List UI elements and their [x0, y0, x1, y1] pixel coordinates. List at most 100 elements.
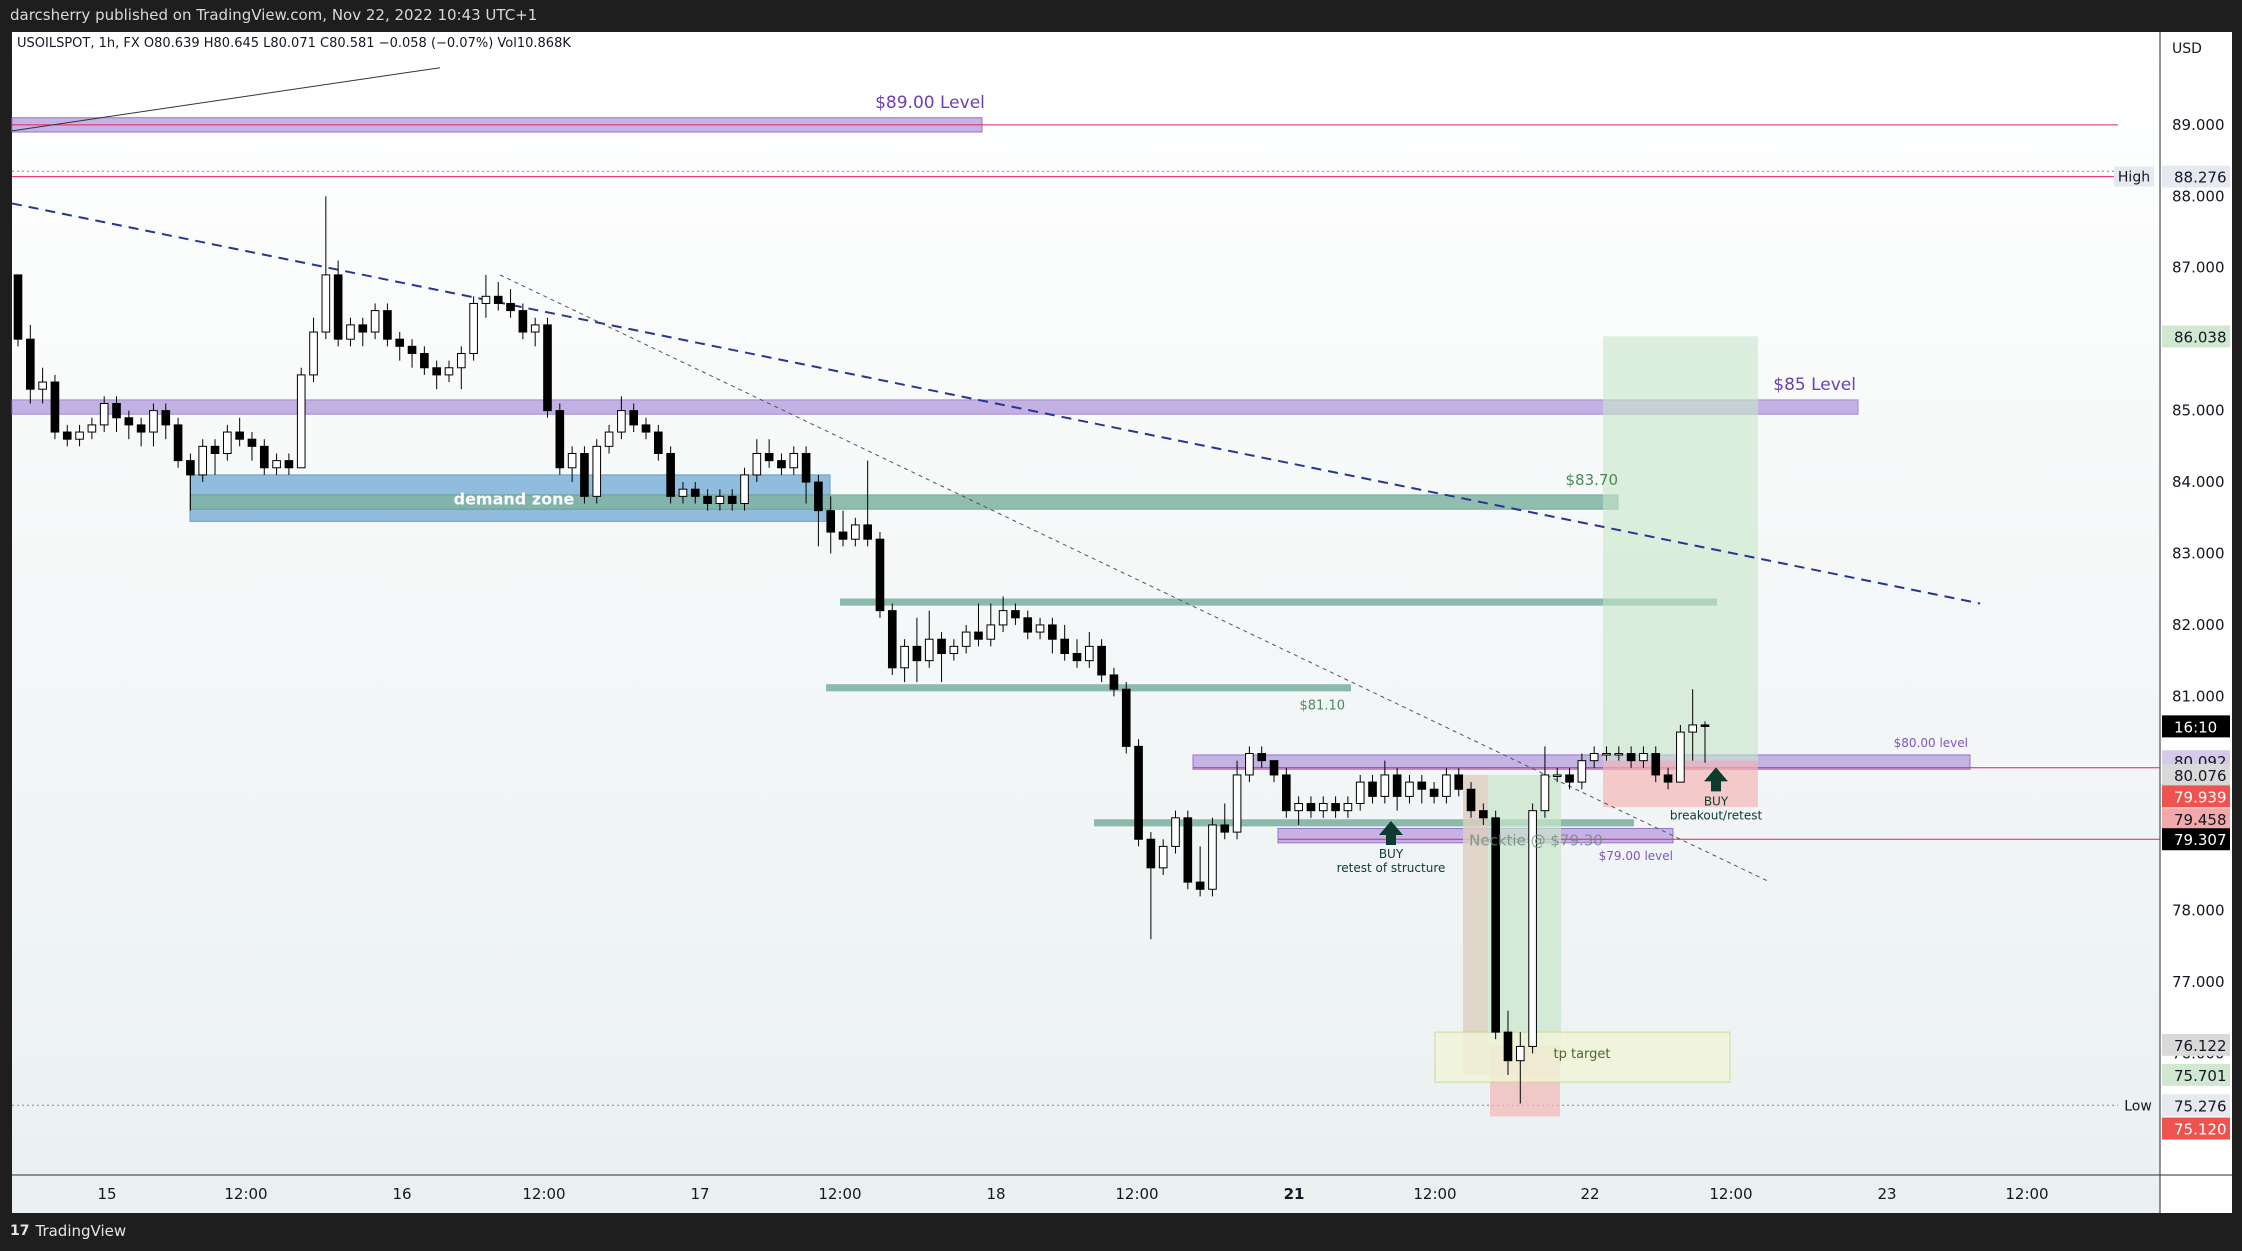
- candle-body: [629, 410, 639, 426]
- candle-body: [112, 402, 121, 419]
- candle-body: [1318, 803, 1328, 812]
- candle-body: [1245, 753, 1254, 776]
- candle-body: [1614, 753, 1624, 756]
- high-tag-bg: [2114, 166, 2154, 187]
- buy-arrow-icon-2: [1704, 767, 1728, 792]
- candle-body: [924, 638, 934, 662]
- level-8370-box: [189, 494, 1619, 510]
- x-tick-label: 18: [986, 1185, 1005, 1203]
- candle-body: [1491, 817, 1500, 1033]
- candle-body: [1306, 803, 1316, 812]
- buy-sub-label-1: retest of structure: [1337, 861, 1446, 875]
- x-tick-label: 12:00: [522, 1185, 565, 1203]
- y-tick-label: 77.000: [2172, 973, 2225, 991]
- candle-body: [1269, 760, 1279, 776]
- candle-body: [974, 631, 983, 640]
- candle-body: [309, 331, 318, 376]
- buy-arrow-icon-1: [1379, 820, 1403, 845]
- candle-body: [580, 452, 589, 497]
- candle-body: [1195, 881, 1205, 890]
- x-tick-label: 22: [1580, 1185, 1599, 1203]
- symbol-legend: USOILSPOT, 1h, FX O80.639 H80.645 L80.07…: [17, 36, 571, 51]
- candle-body: [1515, 1045, 1525, 1062]
- level-8110-line: [826, 684, 1351, 692]
- candle-body: [814, 481, 823, 512]
- candle-body: [961, 631, 971, 647]
- candle-body: [1331, 803, 1340, 812]
- candle-body: [1183, 817, 1193, 883]
- candle-body: [235, 431, 244, 440]
- candle-body: [838, 531, 848, 540]
- y-tick-label: 87.000: [2172, 259, 2225, 277]
- candle-body: [567, 452, 577, 469]
- candle-body: [1454, 774, 1464, 790]
- price-axis-background: [2160, 32, 2232, 1213]
- candle-body: [1134, 745, 1143, 840]
- candle-body: [62, 431, 72, 440]
- candle-body: [1232, 774, 1242, 833]
- candle-body: [272, 460, 281, 469]
- candle-body: [740, 474, 749, 504]
- buy-sub-label-2: breakout/retest: [1670, 808, 1763, 822]
- candle-body: [481, 295, 491, 304]
- candle-body: [198, 445, 208, 476]
- x-tick-label: 16: [392, 1185, 411, 1203]
- candle-body: [149, 410, 158, 433]
- y-tick-label: 88.000: [2172, 187, 2225, 205]
- candle-body: [358, 324, 368, 333]
- candle-body: [346, 324, 355, 340]
- candle-body: [136, 424, 146, 433]
- candle-body: [1294, 803, 1303, 812]
- level-85-box: [11, 399, 1859, 415]
- price-label: 86.038: [2174, 328, 2227, 346]
- candle-body: [1072, 653, 1082, 662]
- candle-body: [654, 431, 663, 454]
- candle-body: [1528, 810, 1537, 1047]
- y-tick-label: 83.000: [2172, 544, 2225, 562]
- candle-body: [1479, 810, 1488, 819]
- candle-body: [161, 410, 171, 426]
- candle-body: [370, 310, 380, 333]
- x-tick-label: 12:00: [2005, 1185, 2048, 1203]
- candle-body: [1602, 753, 1611, 756]
- candle-body: [1676, 731, 1685, 783]
- candle-body: [1257, 753, 1267, 762]
- published-header: darcsherry published on TradingView.com,…: [10, 6, 538, 24]
- candle-body: [1109, 674, 1119, 690]
- y-tick-label: 78.000: [2172, 902, 2225, 920]
- candle-body: [1380, 774, 1390, 797]
- candle-body: [1700, 724, 1710, 727]
- price-label-bg: [2162, 715, 2230, 738]
- candle-body: [912, 645, 922, 662]
- candle-body: [99, 402, 109, 426]
- x-tick-label: 15: [97, 1185, 116, 1203]
- candle-body: [1503, 1031, 1513, 1062]
- candle-body: [752, 452, 762, 476]
- price-label-bg: [2162, 1094, 2230, 1117]
- candle-body: [1220, 824, 1230, 833]
- price-label-bg: [2162, 808, 2230, 831]
- candle-body: [875, 538, 885, 612]
- candle-body: [543, 324, 552, 412]
- necktie-line: [1094, 819, 1634, 827]
- label-85-level: $85 Level: [1773, 375, 1856, 395]
- x-tick-label: 21: [1284, 1185, 1305, 1203]
- candle-body: [1011, 610, 1020, 619]
- candle-body: [1565, 774, 1574, 783]
- candle-body: [641, 424, 651, 433]
- candle-body: [1688, 724, 1698, 733]
- candle-body: [1626, 753, 1636, 762]
- level-8230-line: [840, 598, 1717, 606]
- x-tick-label: 12:00: [1413, 1185, 1456, 1203]
- candle-body: [1171, 817, 1180, 847]
- candle-body: [420, 352, 429, 369]
- candle-body: [678, 488, 688, 497]
- long-position-2-target: [1463, 774, 1561, 1075]
- candle-body: [900, 645, 909, 669]
- descending-trendline: [11, 202, 1981, 605]
- necktie-label: Necktie @ $79.30: [1469, 832, 1603, 850]
- candle-body: [826, 510, 836, 533]
- candle-body: [1121, 688, 1131, 747]
- candle-body: [1639, 753, 1648, 762]
